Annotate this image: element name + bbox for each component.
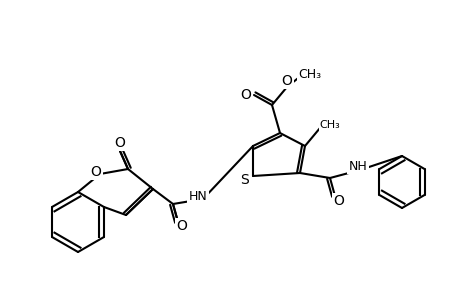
Text: CH₃: CH₃	[298, 68, 321, 82]
Text: CH₃: CH₃	[319, 120, 340, 130]
Text: O: O	[281, 74, 292, 88]
Text: HN: HN	[188, 190, 207, 202]
Text: O: O	[90, 165, 101, 179]
Text: O: O	[333, 194, 344, 208]
Text: O: O	[114, 136, 125, 150]
Text: O: O	[176, 219, 187, 233]
Text: O: O	[240, 88, 251, 102]
Text: S: S	[240, 173, 249, 187]
Text: NH: NH	[348, 160, 367, 172]
